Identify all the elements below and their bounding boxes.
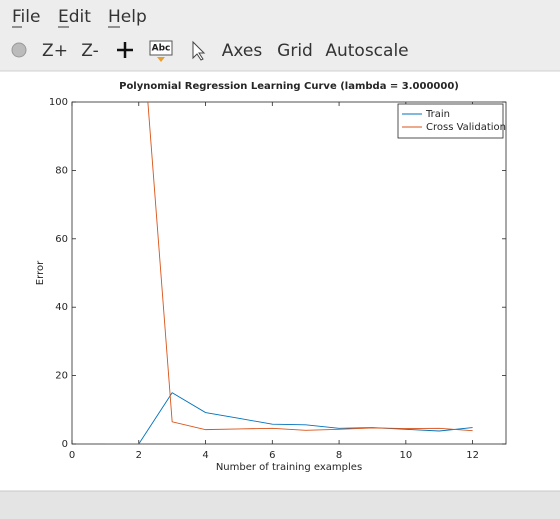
chart-title: Polynomial Regression Learning Curve (la… [119, 81, 459, 92]
y-tick-label: 100 [49, 97, 68, 108]
legend-box [397, 103, 504, 139]
x-tick-label: 2 [136, 450, 142, 461]
x-axis-label: Number of training examples [216, 462, 362, 473]
menu-file[interactable]: File [12, 7, 40, 27]
menu-edit[interactable]: Edit [58, 7, 91, 27]
axes-button[interactable]: Axes [222, 41, 263, 61]
select-icon[interactable] [192, 40, 206, 61]
text-icon[interactable] [149, 40, 173, 56]
x-tick-label: 4 [202, 450, 208, 461]
legend-label: Cross Validation [426, 122, 506, 133]
x-tick-label: 8 [336, 450, 342, 461]
y-tick-label: 60 [55, 234, 68, 245]
text-icon-arrow [157, 57, 165, 62]
series-line [147, 102, 473, 432]
x-tick-label: 12 [466, 450, 479, 461]
autoscale-button[interactable]: Autoscale [325, 41, 408, 61]
rotate-icon[interactable] [11, 42, 27, 58]
y-tick-label: 80 [55, 165, 68, 176]
x-tick-label: 6 [269, 450, 275, 461]
toolbar-area [0, 0, 560, 71]
x-tick-label: 10 [399, 450, 412, 461]
y-tick-label: 20 [55, 371, 68, 382]
text-icon-label: Abc [152, 44, 171, 54]
pan-icon[interactable] [117, 42, 133, 58]
axes-box [71, 101, 507, 445]
y-tick-label: 0 [62, 439, 68, 450]
status-bar [0, 491, 560, 519]
y-axis-label: Error [35, 260, 46, 285]
grid-button[interactable]: Grid [277, 41, 313, 61]
zoom-in[interactable]: Z+ [42, 41, 68, 61]
legend-label: Train [425, 109, 450, 120]
zoom-out[interactable]: Z- [81, 41, 98, 61]
figure-canvas [0, 71, 560, 491]
menu-help[interactable]: Help [108, 7, 147, 27]
x-tick-label: 0 [69, 450, 75, 461]
series-line [105, 392, 473, 444]
y-tick-label: 40 [55, 302, 68, 313]
